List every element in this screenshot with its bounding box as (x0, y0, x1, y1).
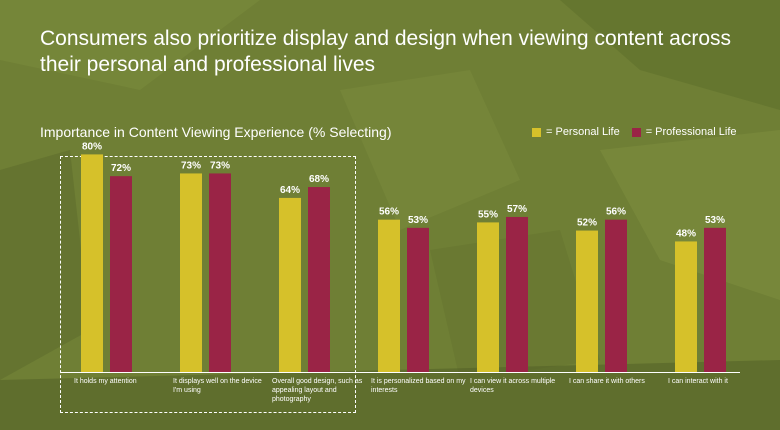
category-label-3: It is personalized based on my interests (371, 378, 466, 394)
bar-personal-1 (180, 173, 202, 372)
data-label-professional-6: 53% (705, 215, 725, 226)
legend-personal-label: = Personal Life (546, 126, 620, 138)
bar-professional-1 (209, 173, 231, 372)
legend: = Personal Life = Professional Life (532, 126, 749, 138)
category-label-6: I can interact with it (668, 378, 728, 385)
data-label-professional-4: 57% (507, 204, 527, 215)
category-label-1: It displays well on the device I'm using (173, 378, 262, 394)
data-label-personal-5: 52% (577, 218, 597, 229)
data-label-personal-6: 48% (676, 228, 696, 239)
bar-personal-3 (378, 219, 400, 372)
data-label-personal-2: 64% (280, 185, 300, 196)
bar-personal-2 (279, 197, 301, 372)
legend-professional-label: = Professional Life (645, 126, 737, 138)
highlight-box (60, 156, 356, 413)
data-label-personal-3: 56% (379, 207, 399, 218)
bar-personal-4 (477, 222, 499, 372)
bar-personal-0 (81, 154, 103, 372)
bar-professional-6 (704, 227, 726, 372)
data-label-personal-4: 55% (478, 209, 498, 220)
data-label-professional-3: 53% (408, 215, 428, 226)
data-label-professional-2: 68% (309, 174, 329, 185)
category-label-4: I can view it across multiple devices (470, 378, 556, 394)
category-label-5: I can share it with others (569, 378, 645, 385)
data-label-personal-1: 73% (181, 160, 201, 171)
category-label-2: Overall good design, such as appealing l… (272, 378, 363, 403)
data-label-professional-0: 72% (111, 163, 131, 174)
bar-personal-5 (576, 230, 598, 372)
legend-personal: = Personal Life (532, 126, 620, 138)
legend-professional-swatch (631, 127, 641, 137)
bar-professional-2 (308, 187, 330, 372)
data-label-professional-5: 56% (606, 207, 626, 218)
chart-title: Importance in Content Viewing Experience… (40, 124, 392, 140)
bar-professional-4 (506, 216, 528, 372)
bar-professional-0 (110, 176, 132, 372)
bar-professional-5 (605, 219, 627, 372)
bar-personal-6 (675, 241, 697, 372)
headline: Consumers also prioritize display and de… (40, 27, 732, 76)
legend-personal-swatch (532, 127, 541, 137)
category-label-0: It holds my attention (74, 378, 137, 385)
bar-professional-3 (407, 227, 429, 372)
data-label-personal-0: 80% (82, 141, 102, 152)
data-label-professional-1: 73% (210, 160, 230, 171)
legend-professional: = Professional Life (631, 126, 737, 138)
